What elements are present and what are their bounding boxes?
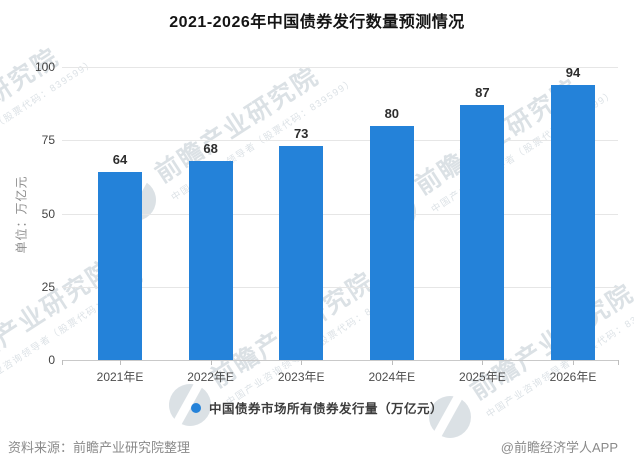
x-category-label: 2021年E: [96, 370, 144, 384]
gridline: [62, 67, 618, 68]
bar: [98, 172, 142, 360]
bar: [460, 105, 505, 360]
y-tick-label: 75: [41, 133, 55, 148]
x-category-label: 2022年E: [187, 370, 234, 384]
y-tick-label: 25: [41, 279, 55, 294]
legend-label: 中国债券市场所有债券发行量（万亿元）: [208, 402, 443, 416]
gridline: [62, 213, 618, 215]
bar-value-label: 87: [475, 85, 490, 101]
brand-note: @前瞻经济学人APP: [500, 440, 618, 455]
x-axis-tick: [391, 360, 393, 365]
x-axis-tick: [210, 360, 212, 365]
x-axis-line: [62, 360, 618, 361]
x-category-label: 2024年E: [368, 370, 416, 384]
footer: 资料来源：前瞻产业研究院整理 @前瞻经济学人APP: [0, 437, 634, 456]
bar: [551, 84, 595, 360]
x-axis-tick: [62, 360, 63, 365]
chart-title: 2021-2026年中国债券发行数量预测情况: [169, 14, 465, 31]
x-axis-tick: [482, 360, 484, 365]
gridline: [62, 140, 618, 142]
bar-value-label: 80: [384, 105, 400, 121]
y-tick-label: 50: [41, 206, 55, 221]
bar: [188, 160, 233, 360]
source-note: 资料来源：前瞻产业研究院整理: [8, 440, 191, 455]
x-category-label: 2025年E: [459, 370, 506, 384]
y-tick-label: 0: [48, 353, 55, 367]
bar-value-label: 94: [565, 64, 581, 80]
bar-value-label: 73: [293, 126, 309, 142]
bar-value-label: 64: [112, 152, 128, 168]
bar: [369, 125, 414, 360]
x-category-label: 2023年E: [277, 370, 325, 384]
x-category-label: 2026年E: [549, 370, 597, 384]
x-axis-tick: [618, 360, 619, 365]
legend[interactable]: 中国债券市场所有债券发行量（万亿元）: [0, 398, 634, 417]
y-tick-label: 100: [34, 60, 55, 74]
bar: [279, 146, 324, 360]
x-axis-tick: [301, 360, 303, 365]
legend-marker-icon: [190, 402, 201, 413]
gridline: [62, 286, 618, 288]
x-axis-tick: [573, 360, 574, 365]
bar-value-label: 68: [203, 140, 218, 156]
x-axis-tick: [120, 360, 121, 365]
